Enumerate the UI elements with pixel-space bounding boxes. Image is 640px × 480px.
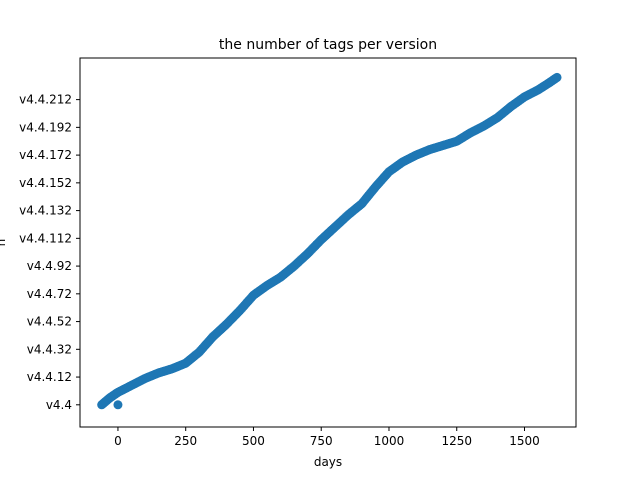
y-axis-ticks: v4.4 v4.4.12 v4.4.32 v4.4.52 v4.4.72 v4.4.92 v… (19, 93, 80, 412)
x-tick-label: 500 (242, 434, 265, 448)
data-points (97, 72, 562, 410)
y-tick-label: v4.4.92 (27, 259, 72, 273)
y-tick-label: v4.4.52 (27, 315, 72, 329)
y-tick-label: v4.4.152 (19, 176, 72, 190)
x-tick-label: 1250 (441, 434, 472, 448)
y-tick-label: v4.4.172 (19, 148, 72, 162)
y-tick-label: v4.4.112 (19, 231, 72, 245)
x-tick-label: 0 (114, 434, 122, 448)
plot-frame (79, 57, 577, 428)
y-tick-label: v4.4 (46, 398, 72, 412)
chart-title: the number of tags per version (219, 37, 437, 53)
y-tick-label: v4.4.12 (27, 370, 72, 384)
y-tick-label: v4.4.212 (19, 93, 72, 107)
data-point (113, 400, 123, 410)
y-tick-label: v4.4.32 (27, 342, 72, 356)
x-axis-label: days (314, 455, 342, 469)
y-tick-label: v4.4.72 (27, 287, 72, 301)
x-tick-label: 1500 (509, 434, 540, 448)
data-point (552, 72, 562, 82)
x-tick-label: 750 (310, 434, 333, 448)
x-tick-label: 250 (174, 434, 197, 448)
y-axis-label: n (0, 239, 8, 247)
x-axis-ticks: 0 250 500 750 1000 1250 1500 (114, 427, 540, 448)
y-tick-label: v4.4.192 (19, 120, 72, 134)
x-tick-label: 1000 (374, 434, 405, 448)
y-tick-label: v4.4.132 (19, 204, 72, 218)
